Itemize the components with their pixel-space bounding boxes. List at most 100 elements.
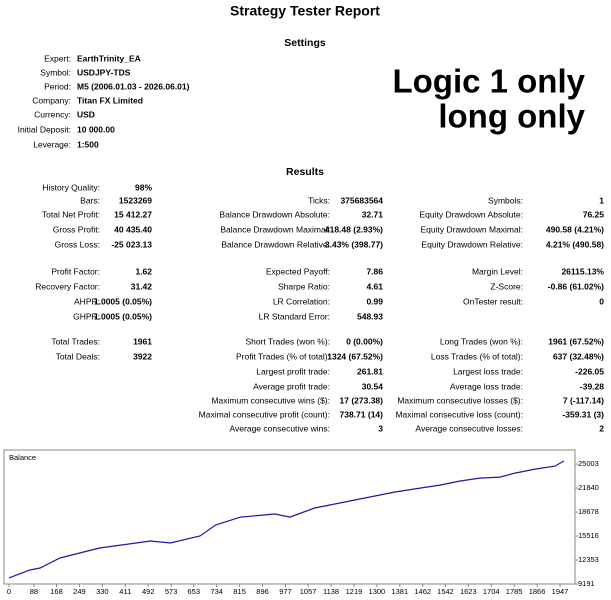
result-value: 261.81 — [357, 366, 383, 376]
result-value: 0 — [599, 296, 604, 306]
result-value: -25 023.13 — [111, 239, 152, 249]
result-label: Equity Drawdown Absolute: — [420, 209, 523, 219]
result-value: 490.58 (4.21%) — [546, 224, 604, 234]
result-label: Total Deals: — [56, 351, 100, 361]
result-label: Sharpe Ratio: — [278, 281, 330, 291]
result-label: Ticks: — [308, 195, 330, 205]
x-tick-label: 1704 — [483, 587, 500, 596]
result-value: -226.05 — [575, 366, 604, 376]
y-tick-label: 15516 — [578, 531, 599, 540]
result-label: Balance Drawdown Absolute: — [219, 209, 330, 219]
result-label: Maximal consecutive loss (count): — [395, 409, 523, 419]
result-value: 418.48 (2.93%) — [325, 224, 383, 234]
result-value: 32.71 — [362, 209, 384, 219]
section-title: Results — [286, 166, 324, 178]
result-value: 1324 (67.52%) — [327, 351, 383, 361]
x-tick-label: 1947 — [552, 587, 569, 596]
x-tick-label: 653 — [188, 587, 201, 596]
setting-value: 1:500 — [77, 139, 99, 149]
x-tick-label: 815 — [233, 587, 246, 596]
result-label: Average loss trade: — [450, 381, 523, 391]
annotation: long only — [438, 98, 585, 135]
setting-label: Period: — [44, 81, 71, 91]
x-tick-label: 734 — [210, 587, 223, 596]
result-value: -0.86 (61.02%) — [548, 281, 604, 291]
result-value: 375683564 — [340, 195, 383, 205]
result-value: 17 (273.38) — [340, 395, 384, 405]
x-tick-label: 330 — [96, 587, 109, 596]
result-label: Equity Drawdown Maximal: — [420, 224, 523, 234]
result-label: Expected Payoff: — [266, 266, 330, 276]
setting-label: Symbol: — [40, 67, 71, 77]
result-value: 15 412.27 — [114, 209, 152, 219]
y-tick-label: 25003 — [578, 459, 599, 468]
result-value: 1523269 — [119, 195, 152, 205]
setting-value: USD — [77, 109, 95, 119]
result-label: Average consecutive losses: — [415, 423, 523, 433]
result-label: Total Trades: — [51, 336, 100, 346]
result-label: Bars: — [80, 195, 100, 205]
x-tick-label: 573 — [165, 587, 178, 596]
x-tick-label: 977 — [279, 587, 292, 596]
result-label: Profit Factor: — [51, 266, 100, 276]
setting-label: Company: — [32, 95, 71, 105]
setting-value: USDJPY-TDS — [77, 67, 131, 77]
y-tick-label: 9191 — [578, 579, 595, 588]
result-label: Largest loss trade: — [453, 366, 523, 376]
result-label: AHPR: — [74, 296, 100, 306]
result-label: Average profit trade: — [253, 381, 330, 391]
x-tick-label: 1785 — [506, 587, 523, 596]
result-value: -359.31 (3) — [562, 409, 604, 419]
x-tick-label: 1219 — [346, 587, 363, 596]
result-label: Symbols: — [488, 195, 523, 205]
result-label: Largest profit trade: — [256, 366, 330, 376]
result-label: Z-Score: — [490, 281, 523, 291]
setting-value: M5 (2006.01.03 - 2026.06.01) — [77, 81, 190, 91]
balance-line — [8, 460, 565, 579]
x-tick-label: 492 — [142, 587, 155, 596]
result-label: Balance Drawdown Maximal: — [220, 224, 330, 234]
result-value: 7 (-117.14) — [563, 395, 604, 405]
result-label: Gross Loss: — [55, 239, 100, 249]
annotation: Logic 1 only — [392, 63, 585, 100]
result-value: 76.25 — [583, 209, 605, 219]
result-label: Equity Drawdown Relative: — [421, 239, 523, 249]
result-value: 0.99 — [366, 296, 383, 306]
result-value: 1.62 — [135, 266, 152, 276]
x-tick-label: 1542 — [437, 587, 454, 596]
x-tick-label: 1138 — [323, 587, 339, 596]
result-value: 26115.13% — [561, 266, 604, 276]
x-tick-label: 88 — [30, 587, 38, 596]
result-label: History Quality: — [42, 182, 100, 192]
result-value: 98% — [135, 182, 152, 192]
result-value: 40 435.40 — [114, 224, 152, 234]
result-value: 637 (32.48%) — [553, 351, 604, 361]
x-tick-label: 1866 — [529, 587, 546, 596]
x-tick-label: 1462 — [414, 587, 431, 596]
result-value: 31.42 — [131, 281, 153, 291]
chart-title: Balance — [9, 453, 36, 462]
result-value: 1.0005 (0.05%) — [94, 296, 152, 306]
x-tick-label: 168 — [50, 587, 63, 596]
y-tick-label: 18678 — [578, 507, 599, 516]
result-value: 3922 — [133, 351, 152, 361]
x-tick-label: 1381 — [391, 587, 408, 596]
result-label: Balance Drawdown Relative: — [221, 239, 330, 249]
result-value: 2 — [599, 423, 604, 433]
y-tick-label: 21840 — [578, 483, 599, 492]
result-label: Maximum consecutive losses ($): — [397, 395, 523, 405]
result-value: 30.54 — [362, 381, 384, 391]
result-value: 1961 (67.52%) — [548, 336, 604, 346]
result-value: 3 — [378, 423, 383, 433]
result-value: 7.86 — [366, 266, 383, 276]
result-label: Margin Level: — [472, 266, 523, 276]
x-tick-label: 0 — [7, 587, 11, 596]
report-title: Strategy Tester Report — [230, 3, 380, 19]
x-tick-label: 411 — [119, 587, 131, 596]
setting-label: Expert: — [44, 53, 71, 63]
result-value: 1961 — [133, 336, 152, 346]
result-label: Gross Profit: — [53, 224, 100, 234]
x-tick-label: 1057 — [300, 587, 317, 596]
result-value: 1.0005 (0.05%) — [94, 311, 152, 321]
